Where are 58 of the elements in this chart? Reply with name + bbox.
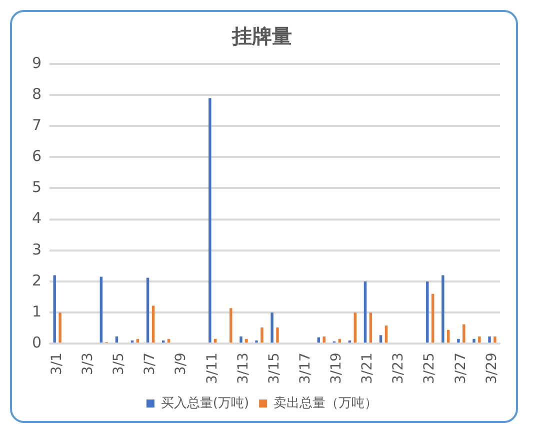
y-tick-label: 9 [32, 54, 42, 72]
bar [240, 336, 242, 343]
bar [322, 336, 326, 343]
bar [260, 327, 264, 343]
bar [457, 338, 460, 343]
bar [488, 336, 491, 343]
x-tick-label: 3/27 [452, 352, 469, 384]
bar [369, 312, 372, 343]
bar [230, 308, 232, 343]
y-tick-label: 5 [32, 178, 42, 196]
x-tick-label: 3/19 [328, 352, 345, 384]
bar [426, 281, 429, 343]
bar [146, 278, 150, 343]
x-tick-label: 3/21 [360, 352, 376, 384]
bar [354, 312, 357, 343]
y-tick-label: 4 [32, 209, 42, 228]
y-tick-label: 6 [32, 147, 42, 166]
bar [245, 338, 248, 343]
bar [379, 335, 382, 343]
bar [494, 336, 496, 343]
y-tick-label: 1 [32, 302, 42, 320]
legend-label: 买入总量(万吨) [160, 396, 250, 411]
y-tick-label: 0 [32, 333, 42, 352]
x-tick-label: 3/1 [48, 352, 65, 376]
x-tick-label: 3/23 [390, 352, 407, 384]
bar [270, 312, 274, 343]
bar [115, 336, 118, 343]
bar [208, 98, 212, 343]
bar [472, 338, 476, 343]
bar [58, 312, 62, 343]
y-tick-label: 2 [32, 271, 42, 290]
bar [100, 276, 103, 343]
x-tick-label: 3/7 [142, 352, 158, 376]
x-tick-label: 3/15 [266, 352, 282, 384]
bar [364, 281, 367, 343]
y-tick-label: 3 [32, 240, 42, 258]
x-tick-label: 3/3 [80, 352, 96, 376]
bar [431, 294, 434, 343]
x-tick-label: 3/11 [204, 352, 220, 384]
x-tick-label: 3/13 [235, 352, 252, 384]
bar [255, 340, 258, 343]
bar [276, 327, 279, 343]
legend-label: 卖出总量（万吨） [274, 396, 378, 411]
bar [462, 324, 466, 343]
x-tick-label: 3/25 [422, 352, 438, 384]
x-tick-label: 3/5 [111, 352, 128, 376]
chart-title: 挂牌量 [231, 24, 292, 48]
x-tick-label: 3/17 [297, 352, 314, 384]
bar [53, 275, 56, 343]
bar [152, 306, 155, 343]
bar [446, 330, 450, 343]
y-tick-label: 8 [32, 84, 42, 103]
bar [384, 326, 388, 343]
y-tick-label: 7 [32, 116, 42, 134]
x-tick-label: 3/9 [173, 352, 190, 376]
bar [478, 336, 481, 343]
x-tick-label: 3/29 [484, 352, 500, 384]
bar [442, 275, 444, 343]
